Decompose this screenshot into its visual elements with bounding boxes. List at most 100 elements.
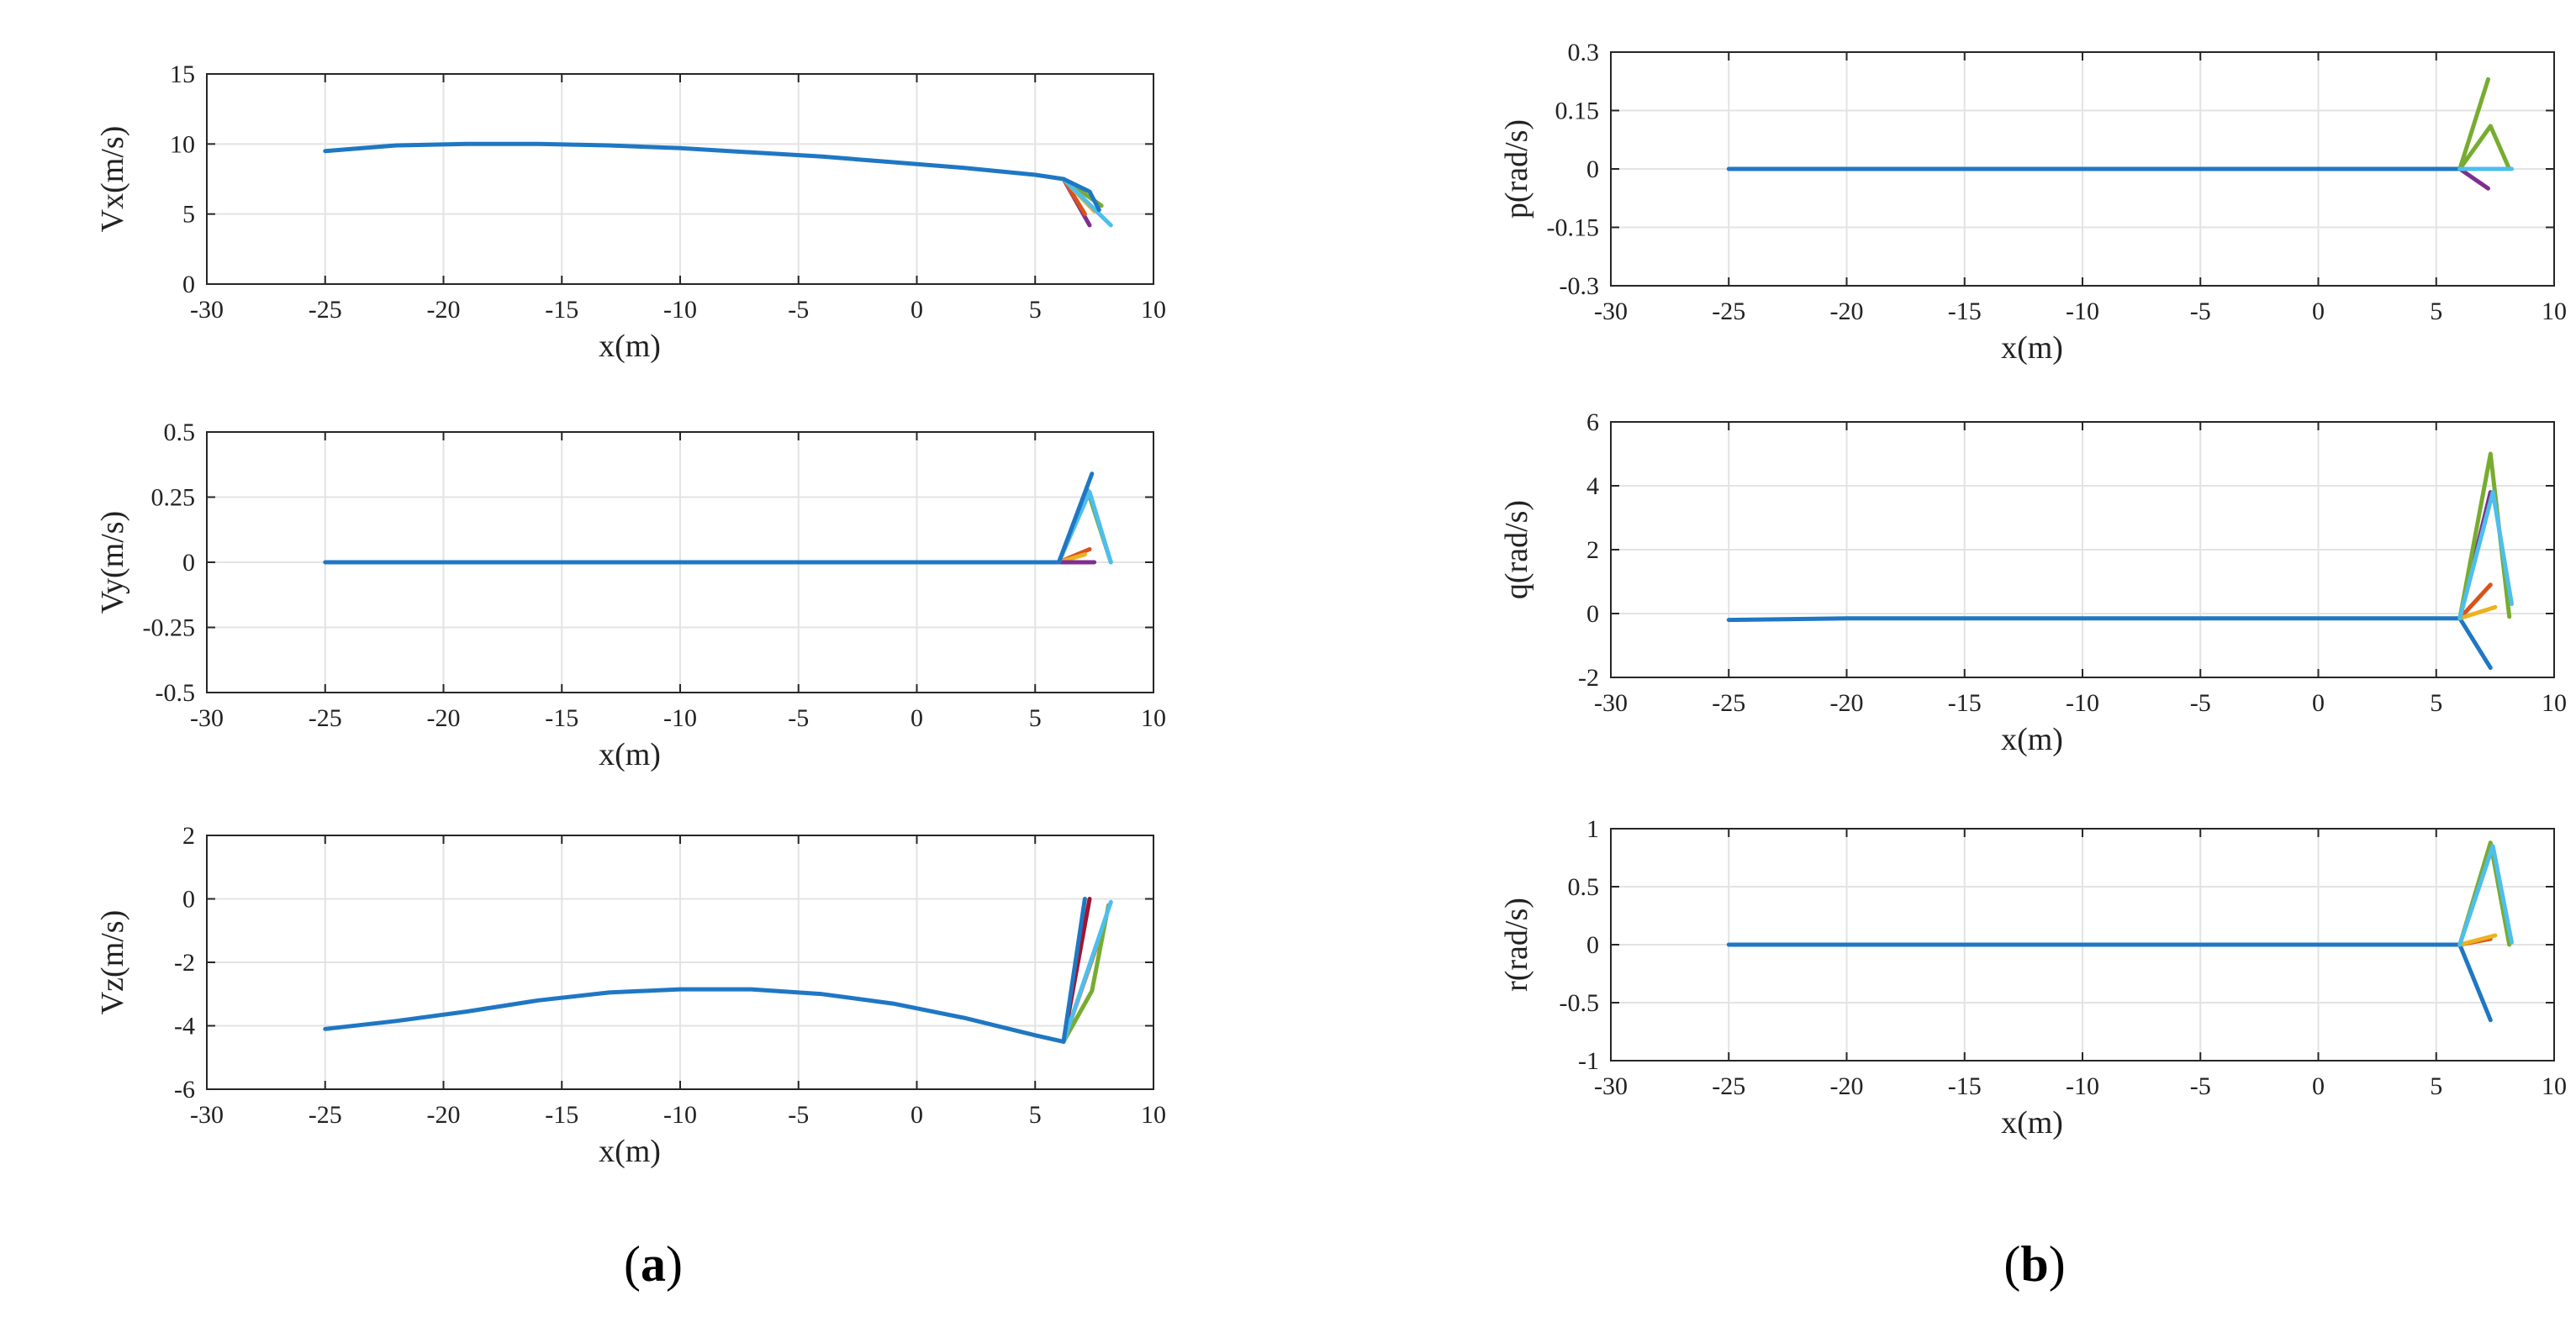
chart-q-xtick-label: -20 [1830, 689, 1864, 717]
chart-r: -30 -25 -20 -15 -10 -5 0 5 10 -1 -0.5 0 0.5 1 x(m) r(ra… [1499, 815, 2567, 1141]
chart-vz-xtick-label: -20 [427, 1101, 461, 1129]
chart-r-ytick-label: -0.5 [1560, 989, 1600, 1017]
chart-p: -30 -25 -20 -15 -10 -5 0 5 10 -0.3 -0.15 0 0.15 0.3 x(… [1499, 39, 2567, 366]
chart-vz-xtick-label: 5 [1029, 1101, 1042, 1129]
chart-q-xtick-label: -10 [2066, 689, 2099, 717]
chart-p-xtick-label: 5 [2430, 298, 2442, 325]
chart-p-series-b2 [2457, 76, 2490, 171]
chart-vx-ylabel: Vx(m/s) [95, 126, 130, 233]
chart-vx-series-b6 [1061, 176, 1101, 213]
chart-q-xtick-label: -25 [1712, 689, 1745, 717]
chart-p-xtick-label: -10 [2066, 298, 2099, 325]
chart-q-series-b3 [2457, 604, 2498, 621]
chart-p-ytick-label: -0.15 [1547, 214, 1600, 242]
chart-r-xtick-label: -20 [1830, 1072, 1864, 1100]
chart-q-xtick-label: -5 [2190, 689, 2211, 717]
chart-r-series-b1 [2457, 942, 2493, 1023]
chart-r-ytick-label: 0 [1586, 931, 1599, 959]
chart-p-xtick-label: 10 [2542, 298, 2567, 325]
chart-r-xtick-label: -10 [2066, 1072, 2099, 1100]
chart-vy-xtick-label: 5 [1029, 704, 1042, 732]
chart-vx-series-b5 [1061, 176, 1113, 228]
chart-vz-xtick-label: -5 [788, 1101, 809, 1129]
chart-vx-xtick-label: 5 [1029, 296, 1042, 324]
chart-vx-ytick-label: 5 [182, 201, 195, 229]
chart-q-ylabel: q(rad/s) [1499, 500, 1534, 599]
chart-vx-xtick-label: -25 [309, 296, 342, 324]
chart-vy-xlabel: x(m) [599, 737, 661, 772]
chart-vz-ytick-label: -4 [174, 1013, 195, 1040]
chart-vz-ytick-label: -2 [174, 949, 195, 977]
panel-label-b-letter: b [2020, 1236, 2049, 1292]
chart-vz-xtick-label: 0 [911, 1101, 923, 1129]
chart-vx-ytick-label: 15 [170, 61, 195, 88]
chart-vy-xtick-label: -20 [427, 704, 461, 732]
chart-vx-xtick-label: -5 [788, 296, 809, 324]
chart-vy-xtick-label: 10 [1141, 704, 1166, 732]
chart-p-xtick-label: -15 [1948, 298, 1982, 325]
chart-vx-xtick-label: -15 [545, 296, 578, 324]
chart-vx: -30 -25 -20 -15 -10 -5 0 5 10 0 5 10 15 x(m) Vx(m/s) [95, 61, 1166, 364]
chart-r-xtick-label: -15 [1948, 1072, 1982, 1100]
panel-label-b-open: ( [2003, 1236, 2021, 1292]
chart-vz-series-main [323, 987, 1066, 1044]
panel-label-b-close: ) [2048, 1236, 2066, 1292]
chart-r-ylabel: r(rad/s) [1499, 898, 1534, 992]
chart-vy-xtick-label: -30 [190, 704, 224, 732]
chart-q-series-main [1726, 616, 2463, 623]
chart-vz-xtick-label: -10 [663, 1101, 697, 1129]
chart-r-ytick-label: -1 [1578, 1047, 1599, 1075]
chart-vx-xtick-label: -20 [427, 296, 461, 324]
panel-label-a: (a) [586, 1235, 721, 1293]
panel-label-a-letter: a [641, 1236, 666, 1292]
chart-vy-ytick-label: -0.25 [143, 614, 196, 642]
chart-q-series-b6 [2457, 490, 2514, 621]
chart-vx-xlabel: x(m) [599, 329, 661, 364]
chart-vy-xtick-label: -5 [788, 704, 809, 732]
chart-p-series-b1 [2457, 166, 2490, 191]
chart-r-xtick-label: 0 [2312, 1072, 2325, 1100]
chart-p-series-b3 [2457, 124, 2512, 171]
chart-q-xlabel: x(m) [2001, 722, 2063, 757]
chart-vz-ytick-label: 2 [182, 822, 195, 850]
chart-vy-ylabel: Vy(m/s) [95, 511, 130, 614]
chart-vy-ytick-label: 0.25 [151, 484, 196, 512]
chart-p-ytick-label: 0 [1586, 155, 1599, 183]
chart-q-ytick-label: 2 [1586, 536, 1599, 564]
chart-q-axes-box [1610, 421, 2555, 678]
chart-r-axes-box [1610, 828, 2555, 1062]
chart-r-ytick-label: 0.5 [1568, 873, 1600, 901]
chart-vy-ytick-label: 0 [182, 549, 195, 577]
chart-vx-xtick-label: -10 [663, 296, 697, 324]
chart-vz-ytick-label: -6 [174, 1076, 195, 1104]
chart-q-ytick-label: 4 [1586, 472, 1599, 500]
chart-vy-xtick-label: 0 [911, 704, 923, 732]
chart-q-xtick-label: -30 [1594, 689, 1628, 717]
chart-vz-axes-box [206, 835, 1154, 1090]
chart-p-xtick-label: -25 [1712, 298, 1745, 325]
chart-vy-series-b6 [1056, 471, 1095, 565]
chart-vy-ytick-label: 0.5 [164, 419, 196, 446]
chart-vz-series-b4 [1061, 903, 1111, 1044]
chart-p-xtick-label: -5 [2190, 298, 2211, 325]
chart-r-xlabel: x(m) [2001, 1105, 2063, 1141]
chart-vz-series-b6 [1061, 897, 1087, 1044]
chart-r-xtick-label: -5 [2190, 1072, 2211, 1100]
chart-vx-xtick-label: 0 [911, 296, 923, 324]
chart-vy-ytick-label: -0.5 [156, 679, 196, 707]
chart-r-xtick-label: -25 [1712, 1072, 1745, 1100]
chart-vx-ytick-label: 10 [170, 130, 195, 158]
chart-vz-xtick-label: -15 [545, 1101, 578, 1129]
chart-q-ytick-label: 6 [1586, 408, 1599, 436]
chart-p-ytick-label: 0.15 [1555, 97, 1600, 125]
chart-p-axes-box [1610, 51, 2555, 287]
chart-vz-xtick-label: -25 [309, 1101, 342, 1129]
chart-r-ytick-label: 1 [1586, 815, 1599, 843]
chart-p-xlabel: x(m) [2001, 330, 2063, 366]
chart-vz-xlabel: x(m) [599, 1134, 661, 1169]
chart-vy-xtick-label: -10 [663, 704, 697, 732]
chart-vz-ylabel: Vz(m/s) [95, 910, 130, 1015]
